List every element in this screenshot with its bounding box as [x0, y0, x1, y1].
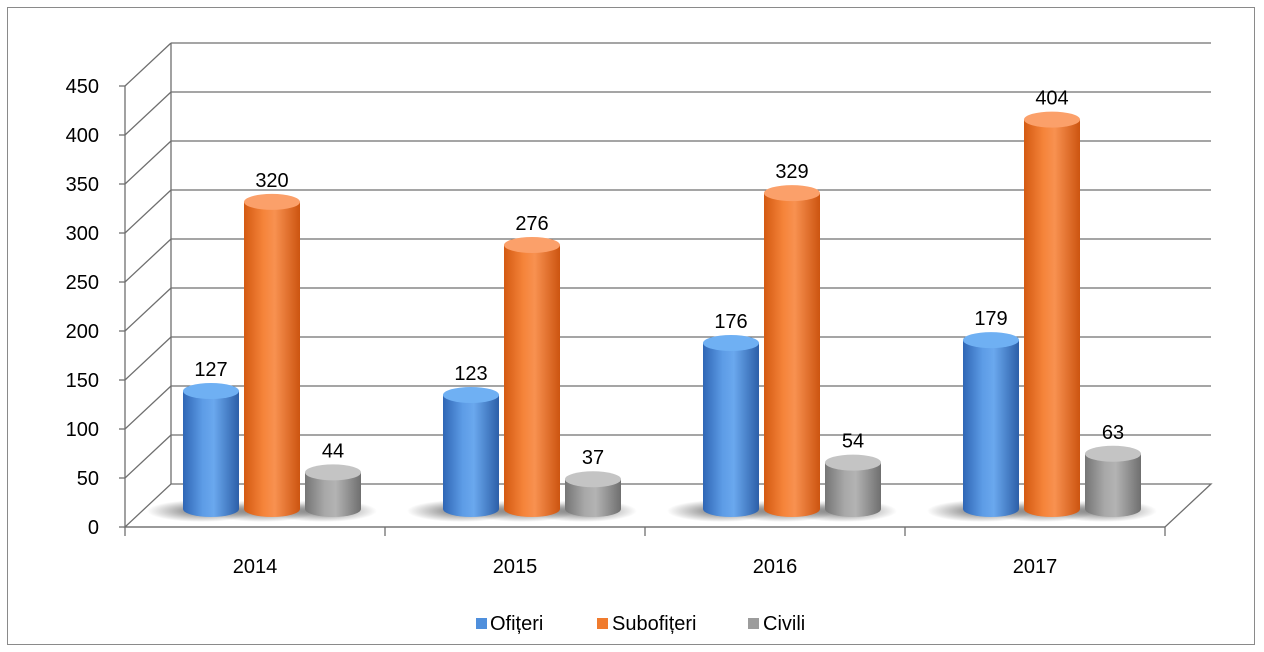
- y-tick-label: 150: [66, 370, 99, 392]
- bar-top-cap: [963, 332, 1019, 349]
- y-tick-label: 300: [66, 223, 99, 245]
- bar-top-cap: [443, 386, 499, 403]
- x-tick-label: 2016: [753, 556, 798, 578]
- bar-2017-1: [963, 340, 1019, 517]
- data-label: 44: [322, 440, 344, 462]
- gridline-side: [124, 434, 172, 479]
- bar-2016-3: [825, 462, 881, 517]
- data-label: 127: [194, 359, 227, 381]
- gridline-side: [124, 140, 172, 185]
- bar-2014-1: [183, 391, 239, 517]
- gridline-side: [124, 42, 172, 87]
- bar-top-cap: [565, 471, 621, 488]
- legend-label: Civili: [763, 613, 805, 635]
- bar-2016-2: [764, 193, 820, 517]
- y-tick-label: 250: [66, 272, 99, 294]
- x-tick-label: 2017: [1013, 556, 1058, 578]
- y-tick-label: 50: [77, 468, 99, 490]
- bar-2017-3: [1085, 453, 1141, 517]
- x-tick-label: 2015: [493, 556, 538, 578]
- gridline-side: [124, 287, 172, 332]
- bar-top-cap: [305, 464, 361, 481]
- legend-label: Subofițeri: [612, 613, 697, 635]
- bar-top-cap: [1085, 445, 1141, 462]
- bar-2014-3: [305, 472, 361, 517]
- gridline-side: [124, 336, 172, 381]
- bar-2015-3: [565, 479, 621, 517]
- legend: Ofițeri Subofițeri Civili: [476, 613, 805, 635]
- y-tick-label: 100: [66, 419, 99, 441]
- data-label: 63: [1102, 422, 1124, 444]
- legend-swatch: [748, 618, 759, 629]
- bar-2014-2: [244, 201, 300, 517]
- bars: [183, 111, 1141, 517]
- bar-top-cap: [504, 237, 560, 254]
- data-label: 404: [1035, 88, 1068, 110]
- y-tick-label: 200: [66, 321, 99, 343]
- data-label: 37: [582, 447, 604, 469]
- legend-swatch: [476, 618, 487, 629]
- data-labels: 127 320 44 123 276 37 176 329 54 179 404 63: [194, 88, 1124, 470]
- bar-top-cap: [703, 335, 759, 352]
- data-label: 123: [454, 363, 487, 385]
- bar-2015-2: [504, 245, 560, 517]
- bar-top-cap: [244, 193, 300, 210]
- data-label: 179: [974, 308, 1007, 330]
- bar-top-cap: [825, 454, 881, 471]
- data-label: 176: [714, 311, 747, 333]
- y-tick-label: 450: [66, 76, 99, 98]
- y-tick-label: 350: [66, 174, 99, 196]
- gridline-side: [124, 189, 172, 234]
- y-tick-label: 0: [88, 517, 99, 539]
- gridline-side: [124, 385, 172, 430]
- legend-swatch: [597, 618, 608, 629]
- bar-top-cap: [183, 383, 239, 400]
- y-tick-label: 400: [66, 125, 99, 147]
- x-tick-label: 2014: [233, 556, 278, 578]
- data-label: 329: [775, 161, 808, 183]
- legend-label: Ofițeri: [490, 613, 543, 635]
- bar-2016-1: [703, 343, 759, 517]
- data-label: 276: [515, 213, 548, 235]
- bar-2015-1: [443, 394, 499, 517]
- bar-top-cap: [764, 185, 820, 202]
- gridline-side: [124, 91, 172, 136]
- bar-top-cap: [1024, 111, 1080, 128]
- data-label: 54: [842, 431, 864, 453]
- gridline-side: [124, 238, 172, 283]
- data-label: 320: [255, 170, 288, 192]
- bar-2017-2: [1024, 119, 1080, 517]
- axes: 0 50 100 150 200 250 300 350 400 450 2014 2015 2016 2…: [66, 43, 1166, 578]
